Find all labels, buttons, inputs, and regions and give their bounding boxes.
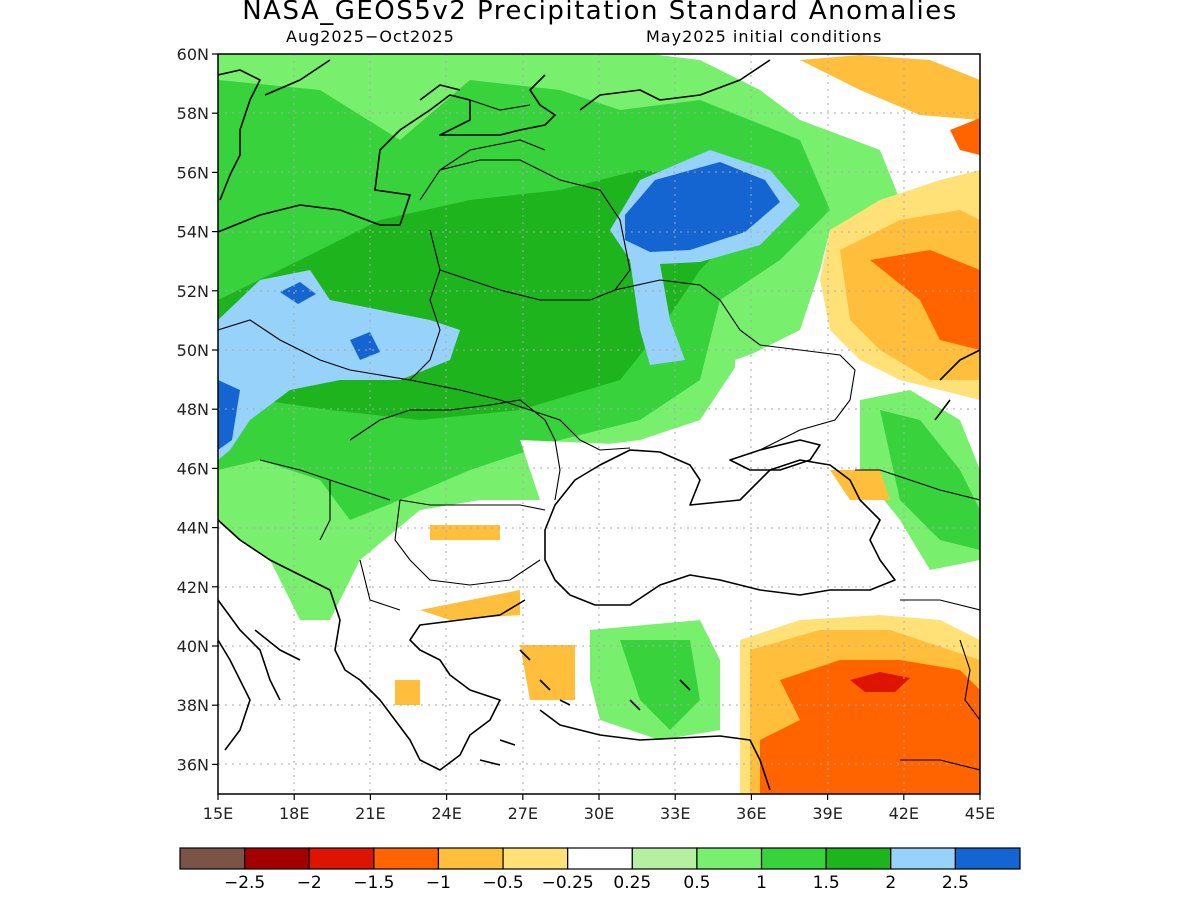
border-caucasus bbox=[855, 469, 980, 611]
border-ukraine-south bbox=[409, 379, 631, 451]
coastlines bbox=[218, 59, 980, 791]
colorbar-swatch bbox=[179, 847, 246, 870]
lat-tick-label: 38N bbox=[177, 696, 209, 715]
lon-tick-label: 36E bbox=[736, 804, 766, 823]
lon-tick-label: 33E bbox=[660, 804, 690, 823]
colorbar-label: −2 bbox=[297, 873, 322, 893]
border-baltics bbox=[439, 99, 546, 171]
colorbar-swatch bbox=[308, 847, 375, 870]
anomaly-red-southeast bbox=[850, 672, 910, 692]
colorbar-label: 0.5 bbox=[683, 873, 710, 893]
chart-title: NASA_GEOS5v2 Precipitation Standard Anom… bbox=[242, 0, 958, 26]
lat-tick-label: 60N bbox=[177, 45, 209, 64]
country-borders bbox=[218, 99, 980, 771]
colorbar-swatch bbox=[954, 847, 1021, 870]
lat-axis: 60N 58N 56N 54N 52N 50N 48N 46N 44N 42N 40N 38N 36N bbox=[177, 45, 218, 774]
anomaly-field bbox=[218, 54, 980, 794]
greece-coast bbox=[359, 599, 526, 771]
black-sea-coast bbox=[544, 449, 896, 606]
colorbar-swatch bbox=[502, 847, 569, 870]
colorbar-label: 0.25 bbox=[613, 873, 651, 893]
adriatic-coast bbox=[218, 519, 361, 701]
lat-tick-label: 52N bbox=[177, 282, 209, 301]
anomaly-dark-blue-east bbox=[625, 162, 780, 252]
border-ukraine-east bbox=[614, 279, 856, 451]
colorbar: −2.5 −2 −1.5 −1 −0.5 −0.25 0.25 0.5 1 1.5 2 2.5 bbox=[179, 847, 1021, 893]
lon-tick-label: 18E bbox=[279, 804, 309, 823]
lat-tick-label: 48N bbox=[177, 400, 209, 419]
colorbar-swatch bbox=[631, 847, 698, 870]
colorbar-label: 2 bbox=[885, 873, 896, 893]
anomaly-light-blue-west bbox=[218, 270, 460, 460]
colorbar-swatch bbox=[244, 847, 310, 870]
colorbar-label: 1 bbox=[756, 873, 767, 893]
lat-tick-label: 50N bbox=[177, 341, 209, 360]
colorbar-swatch bbox=[567, 847, 633, 870]
lon-tick-label: 21E bbox=[355, 804, 385, 823]
colorbar-label: 1.5 bbox=[813, 873, 840, 893]
turkey-south-coast bbox=[539, 709, 771, 791]
lat-tick-label: 58N bbox=[177, 104, 209, 123]
aegean-islands bbox=[479, 649, 691, 766]
lon-tick-label: 45E bbox=[965, 804, 995, 823]
lat-tick-label: 54N bbox=[177, 223, 209, 242]
lat-tick-label: 42N bbox=[177, 578, 209, 597]
azov-sea-coast bbox=[729, 439, 821, 471]
colorbar-label: −1.5 bbox=[353, 873, 394, 893]
colorbar-swatch bbox=[890, 847, 956, 870]
colorbar-swatch bbox=[825, 847, 892, 870]
colorbar-label: −2.5 bbox=[224, 873, 265, 893]
baltic-coast bbox=[218, 74, 556, 233]
forecast-period: Aug2025−Oct2025 bbox=[286, 27, 455, 46]
lon-tick-label: 39E bbox=[812, 804, 842, 823]
lon-tick-label: 27E bbox=[508, 804, 538, 823]
colorbar-swatch bbox=[760, 847, 827, 870]
border-romania bbox=[349, 399, 561, 501]
border-turkey-east bbox=[900, 639, 980, 771]
finland-coast bbox=[579, 59, 771, 111]
border-belarus bbox=[419, 159, 631, 301]
scandinavia-coast bbox=[218, 59, 461, 201]
italy-coast bbox=[218, 629, 301, 751]
lat-tick-label: 56N bbox=[177, 163, 209, 182]
lat-tick-label: 44N bbox=[177, 519, 209, 538]
lon-axis: 15E 18E 21E 24E 27E 30E 33E 36E 39E 42E 45E bbox=[203, 794, 995, 823]
anomaly-green-anatolia-core bbox=[620, 410, 980, 730]
colorbar-swatch bbox=[373, 847, 440, 870]
lon-tick-label: 30E bbox=[584, 804, 614, 823]
lat-tick-label: 36N bbox=[177, 755, 209, 774]
lat-tick-label: 46N bbox=[177, 459, 209, 478]
colorbar-label: −0.5 bbox=[482, 873, 523, 893]
colorbar-swatch bbox=[437, 847, 504, 870]
lat-tick-label: 40N bbox=[177, 637, 209, 656]
caspian-coast bbox=[934, 349, 980, 421]
lon-tick-label: 24E bbox=[431, 804, 461, 823]
border-poland-west bbox=[218, 229, 441, 381]
colorbar-label: −0.25 bbox=[542, 873, 594, 893]
graticule bbox=[218, 54, 980, 794]
initial-conditions: May2025 initial conditions bbox=[646, 27, 883, 46]
colorbar-label: 2.5 bbox=[942, 873, 969, 893]
border-bulgaria bbox=[394, 499, 546, 586]
lon-tick-label: 15E bbox=[203, 804, 233, 823]
anomaly-orange-east bbox=[870, 118, 980, 350]
colorbar-swatch bbox=[696, 847, 763, 870]
border-balkans bbox=[259, 459, 401, 611]
lon-tick-label: 42E bbox=[889, 804, 919, 823]
colorbar-label: −1 bbox=[426, 873, 451, 893]
